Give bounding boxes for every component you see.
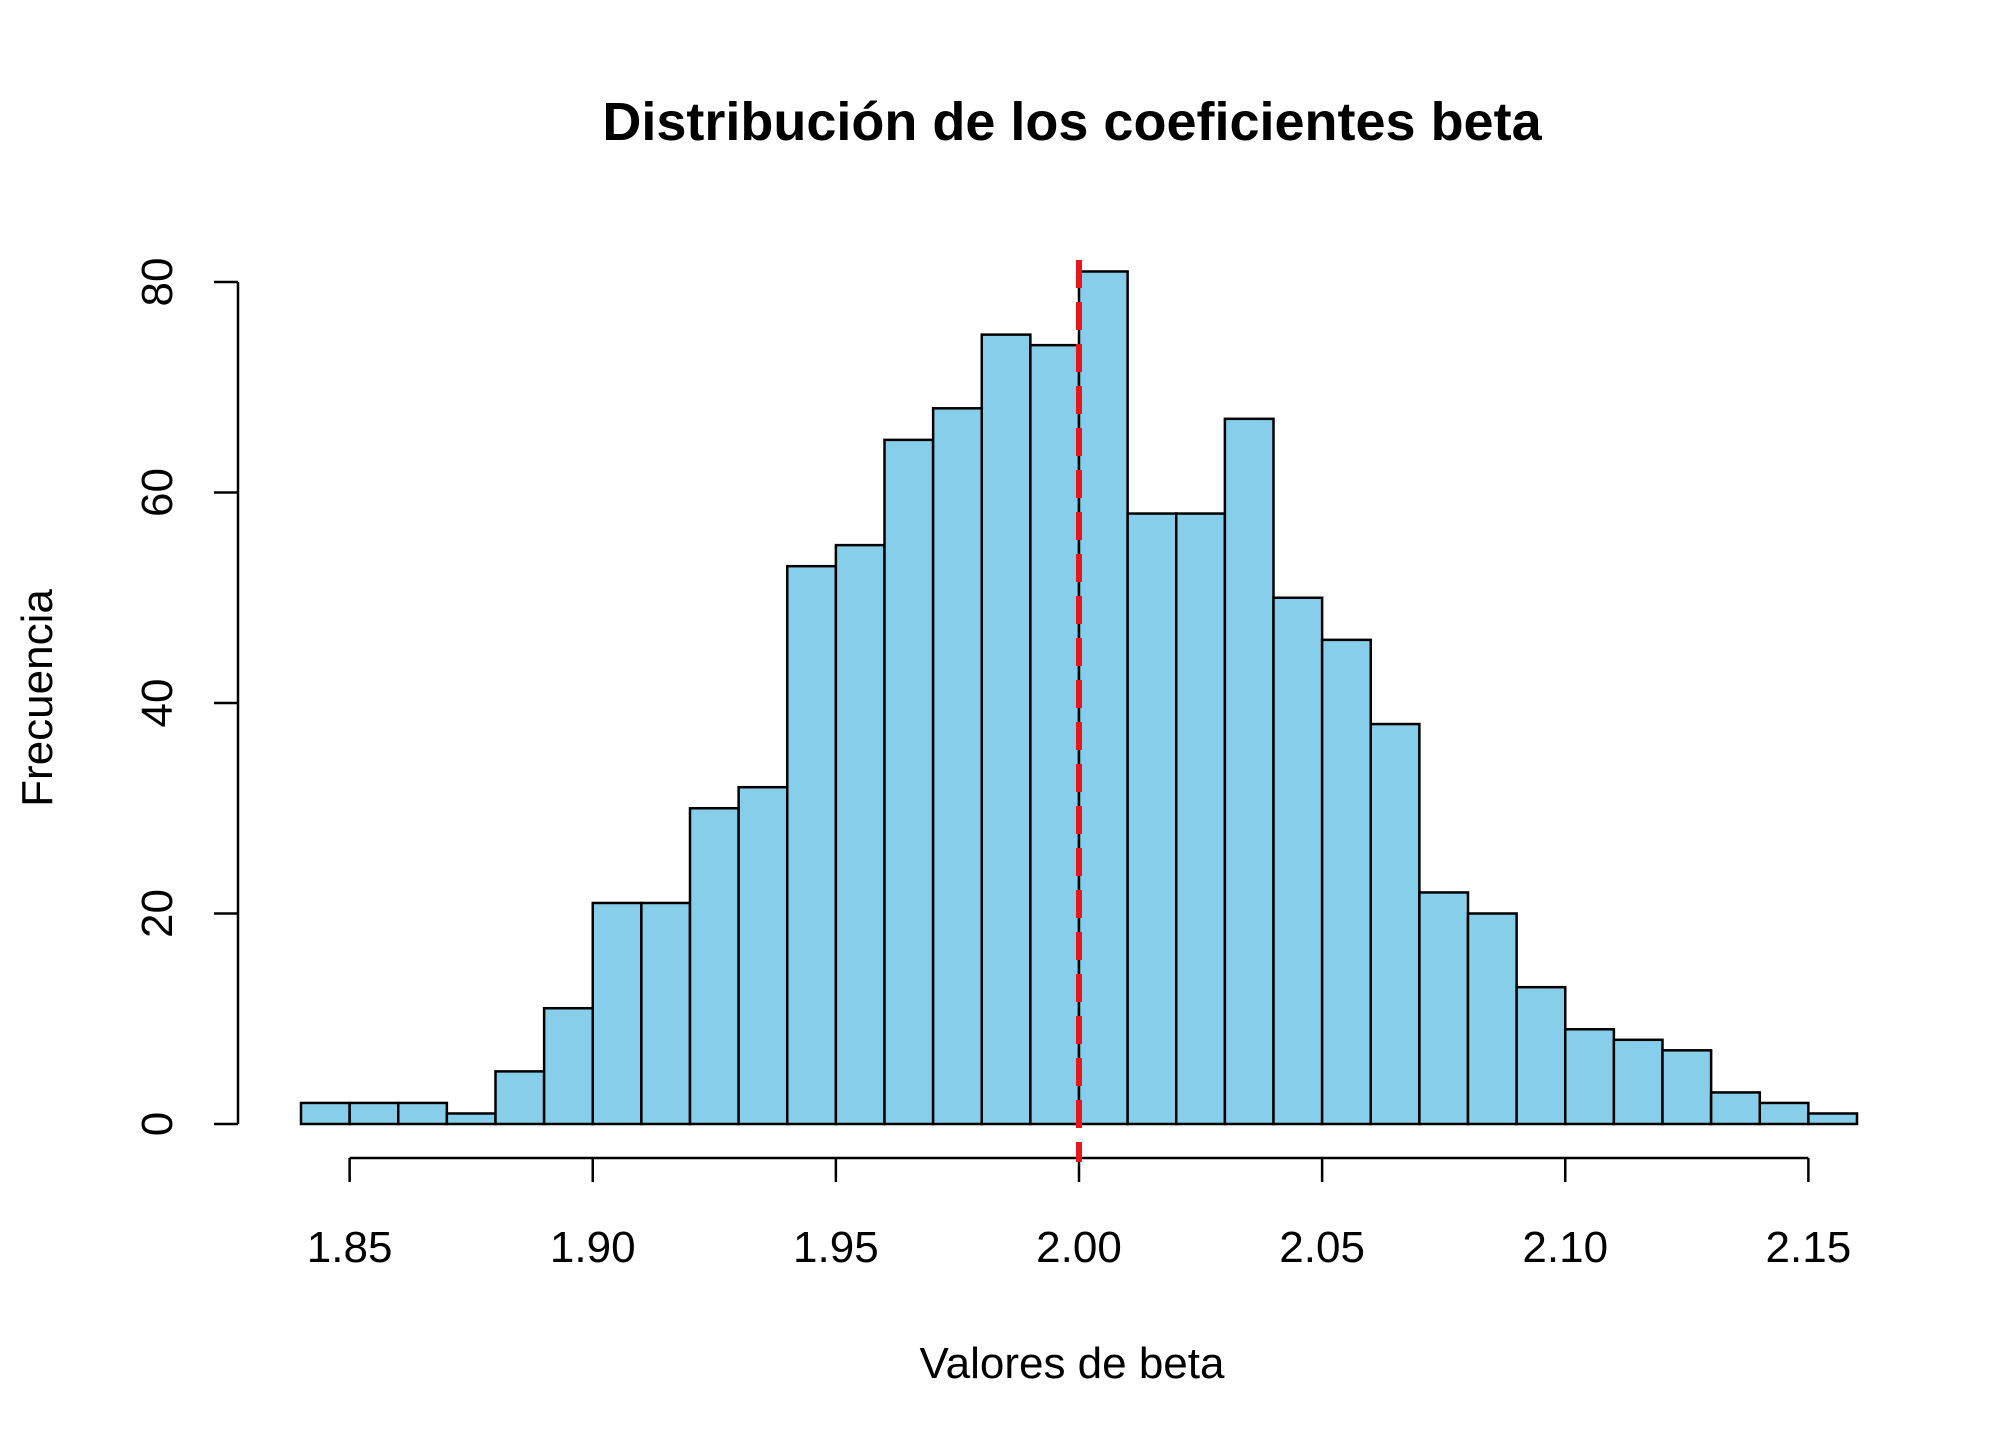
- y-tick-label: 60: [133, 468, 182, 517]
- histogram-bar: [1807, 1112, 1859, 1126]
- y-tick-label: 20: [133, 889, 182, 938]
- histogram-bar: [1758, 1101, 1810, 1126]
- histogram-bar: [1515, 985, 1567, 1126]
- histogram-bar: [445, 1112, 497, 1126]
- y-axis: 0 20 40 60 80: [133, 258, 240, 1136]
- histogram-bar: [299, 1101, 351, 1126]
- histogram-bar: [737, 785, 789, 1126]
- histogram-bar: [688, 807, 740, 1126]
- histogram-bar: [1612, 1038, 1664, 1126]
- histogram-bar: [1466, 912, 1518, 1126]
- y-tick-label: 40: [133, 679, 182, 728]
- histogram-bar: [1661, 1049, 1713, 1126]
- x-tick-label: 2.10: [1522, 1223, 1608, 1272]
- x-tick-label: 1.90: [550, 1223, 636, 1272]
- y-tick-label: 80: [133, 258, 182, 307]
- histogram-bar: [397, 1101, 449, 1126]
- y-tick-label: 0: [133, 1112, 182, 1136]
- histogram-bar: [542, 1006, 594, 1126]
- histogram-bar: [1709, 1091, 1761, 1126]
- bars-group: [299, 270, 1859, 1126]
- histogram-bar: [1175, 512, 1227, 1126]
- histogram-bar: [1126, 512, 1178, 1126]
- x-tick-label: 2.15: [1766, 1223, 1852, 1272]
- histogram-bar: [1369, 722, 1421, 1126]
- histogram-bar: [1272, 596, 1324, 1126]
- x-tick-label: 2.05: [1279, 1223, 1365, 1272]
- histogram-bar: [348, 1101, 400, 1126]
- y-axis-label: Frecuencia: [13, 589, 62, 807]
- histogram-bar: [494, 1070, 546, 1126]
- histogram-bar: [640, 901, 692, 1126]
- histogram-bar: [883, 438, 935, 1126]
- histogram-bar: [834, 543, 886, 1126]
- histogram-bar: [591, 901, 643, 1126]
- x-tick-label: 1.85: [307, 1223, 393, 1272]
- chart-title: Distribución de los coeficientes beta: [602, 92, 1542, 152]
- histogram-bar: [1418, 891, 1470, 1126]
- histogram-bar: [1564, 1028, 1616, 1126]
- x-axis: 1.85 1.90 1.95 2.00 2.05 2.10 2.15: [307, 1156, 1852, 1272]
- histogram-bar: [931, 407, 983, 1126]
- histogram-bar: [980, 333, 1032, 1126]
- histogram-bar: [1077, 270, 1129, 1126]
- x-axis-label: Valores de beta: [920, 1339, 1225, 1388]
- histogram-bar: [1029, 343, 1081, 1126]
- x-tick-label: 2.00: [1036, 1223, 1122, 1272]
- histogram-bar: [1320, 638, 1372, 1126]
- x-tick-label: 1.95: [793, 1223, 879, 1272]
- histogram-bar: [786, 564, 838, 1126]
- histogram-bar: [1223, 417, 1275, 1126]
